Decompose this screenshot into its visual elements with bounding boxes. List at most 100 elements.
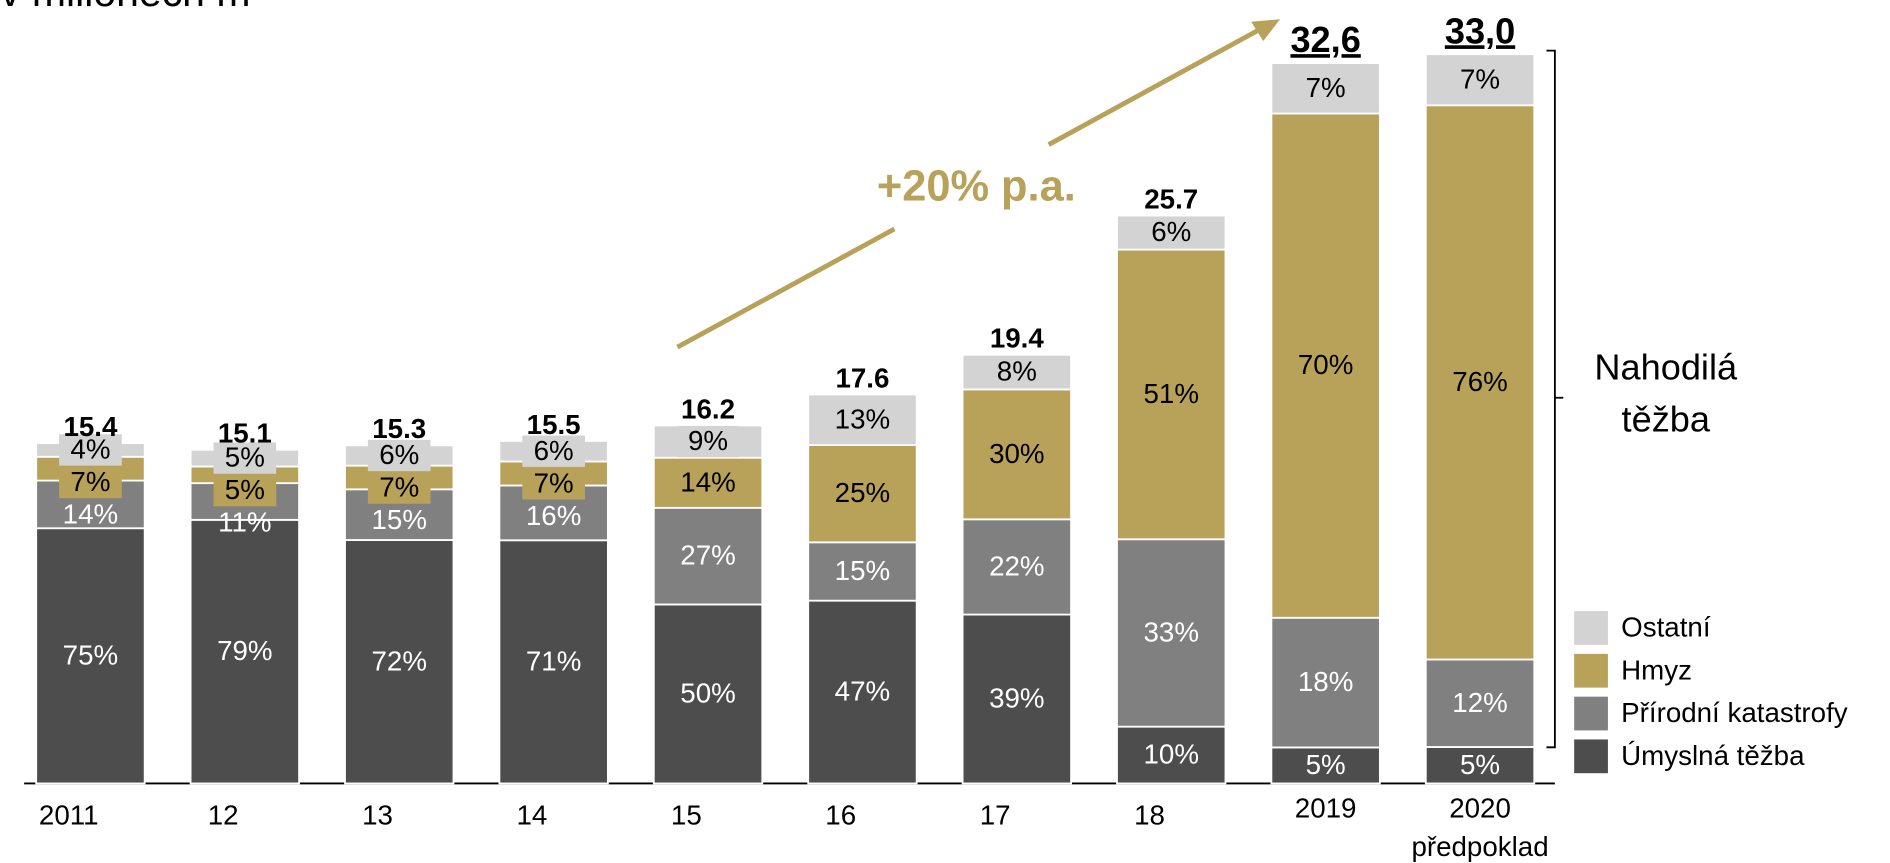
segment-label: 39% [989, 683, 1044, 714]
total-label: 15.1 [218, 418, 272, 449]
bar-segment [1270, 112, 1381, 619]
segment-label: 5% [1460, 749, 1500, 780]
bar-segment [961, 518, 1072, 616]
x-tick-label: 15 [671, 800, 702, 831]
total-label: 32,6 [1290, 19, 1360, 60]
total-label: 15.4 [63, 411, 118, 442]
growth-annotation: +20% p.a. [877, 163, 1076, 211]
segment-label: 71% [526, 645, 581, 676]
segment-label: 50% [680, 677, 735, 708]
bar-segment [1424, 658, 1536, 748]
legend-swatch [1574, 653, 1608, 688]
total-label: 16.2 [681, 393, 735, 424]
subtitle: v milionech m [0, 0, 250, 15]
total-label: 25.7 [1144, 183, 1198, 214]
bar-segment [652, 603, 764, 785]
label-box [985, 356, 1049, 388]
segment-label: 18% [1298, 666, 1353, 697]
segment-label: 5% [225, 474, 265, 505]
bar-segment [1270, 62, 1381, 115]
total-label: 19.4 [990, 323, 1045, 354]
label-box [676, 425, 740, 458]
x-tick-label: 12 [208, 800, 239, 831]
x-tick-label: 16 [825, 800, 856, 831]
bar-segment [961, 388, 1072, 521]
label-box [522, 435, 585, 467]
segment-label: 70% [1298, 349, 1353, 380]
segment-label: 27% [680, 540, 735, 571]
bar-segment [961, 613, 1072, 785]
growth-arrow [676, 26, 1262, 350]
bar-segment [189, 518, 300, 785]
x-tick-label: 18 [1134, 800, 1165, 831]
segment-label: 8% [997, 356, 1037, 387]
x-tick-label: 2011 [39, 800, 99, 831]
label-box [367, 472, 431, 504]
bar-segment [1424, 746, 1536, 785]
label-box [213, 442, 277, 474]
bar-segment [344, 539, 455, 785]
label-box [59, 466, 122, 499]
bar-segment [498, 539, 609, 785]
segment-label: 79% [217, 635, 272, 666]
label-box [213, 474, 277, 507]
bar-segment [652, 506, 764, 606]
segment-label: 12% [1452, 687, 1507, 718]
segment-label: 5% [225, 442, 265, 473]
segment-label: 7% [379, 472, 419, 503]
segment-label: 72% [371, 645, 426, 676]
segment-label: 9% [688, 425, 728, 456]
segment-label: 30% [989, 438, 1044, 469]
arrow-head [1251, 19, 1281, 41]
total-label: 17.6 [835, 362, 889, 393]
segment-label: 10% [1143, 739, 1198, 770]
legend-label: Úmyslná těžba [1621, 740, 1805, 771]
segment-label: 16% [526, 500, 581, 531]
segment-label: 13% [835, 403, 890, 434]
legend-label: Přírodní katastrofy [1621, 697, 1848, 728]
bar-segment [652, 456, 764, 509]
label-box [1139, 216, 1203, 249]
x-tick-label: 2019 [1295, 792, 1357, 823]
segment-label: 7% [70, 466, 110, 497]
bar-segment [807, 541, 918, 602]
bar-segment [1424, 104, 1536, 661]
bracket-label: Nahodilá [1594, 347, 1738, 388]
bracket-label: těžba [1622, 398, 1711, 439]
x-tick-label: 14 [517, 800, 548, 831]
bar-segment [35, 527, 146, 785]
bar-segment [1116, 538, 1227, 728]
segment-label: 6% [1151, 216, 1191, 247]
segment-label: 75% [63, 639, 118, 670]
legend-label: Hmyz [1621, 654, 1692, 685]
segment-label: 6% [379, 439, 419, 470]
segment-label: 33% [1143, 616, 1198, 647]
label-box [1294, 749, 1357, 782]
category-note: předpoklad [1411, 831, 1548, 862]
total-label: 33,0 [1445, 10, 1515, 51]
label-box [367, 439, 431, 472]
segment-label: 51% [1143, 378, 1198, 409]
x-tick-label: 17 [980, 800, 1011, 831]
total-label: 15.3 [372, 413, 426, 444]
label-box [59, 434, 122, 466]
segment-label: 22% [989, 550, 1044, 581]
segment-label: 15% [835, 555, 890, 586]
bar-segment [1116, 725, 1227, 785]
bar-segment [1424, 53, 1536, 107]
x-tick-label: 2020 [1449, 792, 1511, 823]
segment-label: 11% [218, 507, 271, 538]
segment-label: 14% [63, 499, 118, 530]
segment-label: 5% [1306, 749, 1346, 780]
segment-label: 4% [70, 433, 110, 464]
bar-segment [1270, 616, 1381, 749]
segment-label: 6% [534, 435, 574, 466]
segment-label: 25% [835, 477, 890, 508]
segment-label: 47% [835, 676, 890, 707]
segment-label: 15% [371, 504, 426, 535]
segment-label: 7% [1306, 72, 1346, 103]
segment-label: 76% [1452, 366, 1507, 397]
bar-segment [807, 599, 918, 785]
